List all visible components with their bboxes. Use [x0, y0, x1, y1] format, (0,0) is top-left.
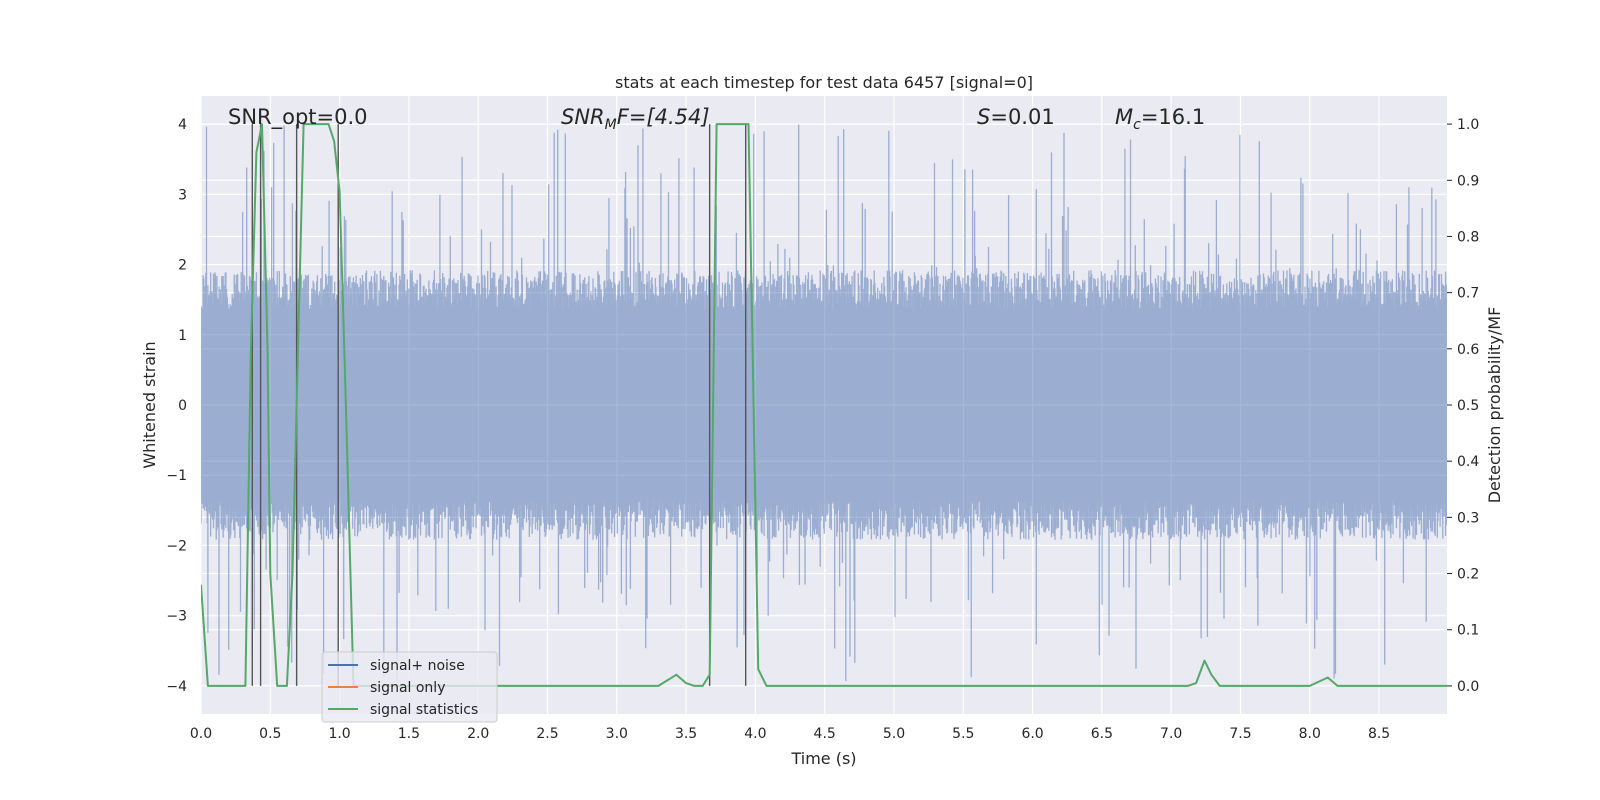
y-right-tick-label-4: 0.4: [1457, 454, 1479, 470]
annotation-snr-opt: SNR_opt=0.0: [228, 105, 368, 130]
y-right-tick-label-10: 1.0: [1457, 117, 1479, 133]
signal-statistics-series: [201, 123, 1447, 687]
x-tick-label-14: 7.0: [1160, 726, 1182, 742]
x-tick-label-10: 5.0: [883, 726, 905, 742]
annotation-s: S=0.01: [977, 105, 1055, 129]
y-right-tick-label-5: 0.5: [1457, 398, 1479, 414]
y-right-tick-label-7: 0.7: [1457, 286, 1479, 302]
x-tick-label-5: 2.5: [536, 726, 558, 742]
x-tick-label-9: 4.5: [814, 726, 836, 742]
y-left-tick-label-5: 1: [178, 328, 187, 344]
x-tick-label-8: 4.0: [744, 726, 766, 742]
signal-noise-line: [201, 124, 1447, 682]
x-tick-label-7: 3.5: [675, 726, 697, 742]
y-left-tick-label-6: 2: [178, 258, 187, 274]
y-left-tick-label-0: −4: [166, 679, 187, 695]
legend-label-signal-noise: signal+ noise: [370, 658, 465, 674]
y-left-axis-label: Whitened strain: [140, 341, 159, 468]
y-right-tick-label-8: 0.8: [1457, 229, 1479, 245]
y-right-tick-label-6: 0.6: [1457, 342, 1479, 358]
x-tick-label-4: 2.0: [467, 726, 489, 742]
y-right-axis-label: Detection probability/MF: [1485, 307, 1504, 504]
x-tick-label-16: 8.0: [1299, 726, 1321, 742]
x-tick-label-11: 5.5: [952, 726, 974, 742]
x-tick-label-13: 6.5: [1091, 726, 1113, 742]
chart-title: stats at each timestep for test data 645…: [615, 73, 1033, 92]
y-left-tick-label-1: −3: [166, 609, 187, 625]
x-tick-label-3: 1.5: [398, 726, 420, 742]
x-tick-label-2: 1.0: [328, 726, 350, 742]
annotation-mc: Mc=16.1: [1115, 105, 1205, 133]
x-axis-label: Time (s): [790, 749, 856, 768]
legend-label-signal-statistics: signal statistics: [370, 702, 478, 718]
legend: signal+ noise signal only signal statist…: [321, 651, 498, 723]
annotation-snr-mf: SNRMF=[4.54]: [561, 105, 710, 133]
x-tick-label-15: 7.5: [1229, 726, 1251, 742]
y-right-tick-label-0: 0.0: [1457, 679, 1479, 695]
y-right-tick-label-1: 0.1: [1457, 623, 1479, 639]
x-tick-labels: 0.0 0.5 1.0 1.5 2.0 2.5 3.0 3.5 4.0 4.5 5.0 5.5 6.0 6…: [190, 726, 1390, 742]
y-left-tick-label-3: −1: [166, 468, 187, 484]
x-tick-label-17: 8.5: [1368, 726, 1390, 742]
x-tick-label-12: 6.0: [1021, 726, 1043, 742]
y-left-tick-label-7: 3: [178, 187, 187, 203]
y-left-tick-label-2: −2: [166, 538, 187, 554]
y-left-tick-label-4: 0: [178, 398, 187, 414]
legend-box: [321, 651, 498, 723]
legend-label-signal-only: signal only: [370, 680, 445, 696]
x-tick-label-1: 0.5: [259, 726, 281, 742]
y-left-tick-labels: −4 −3 −2 −1 0 1 2 3 4: [166, 117, 187, 695]
x-tick-label-0: 0.0: [190, 726, 212, 742]
y-right-tick-label-3: 0.3: [1457, 510, 1479, 526]
vertical-markers: [251, 124, 747, 686]
signal-noise-series: [201, 124, 1447, 682]
y-right-tick-labels: 0.0 0.1 0.2 0.3 0.4 0.5 0.6 0.7 0.8 0.9 1.0: [1447, 117, 1479, 695]
y-right-tick-label-9: 0.9: [1457, 173, 1479, 189]
y-left-tick-label-8: 4: [178, 117, 187, 133]
signal-statistics-line: [201, 123, 1447, 687]
y-right-tick-label-2: 0.2: [1457, 567, 1479, 583]
x-tick-label-6: 3.0: [606, 726, 628, 742]
